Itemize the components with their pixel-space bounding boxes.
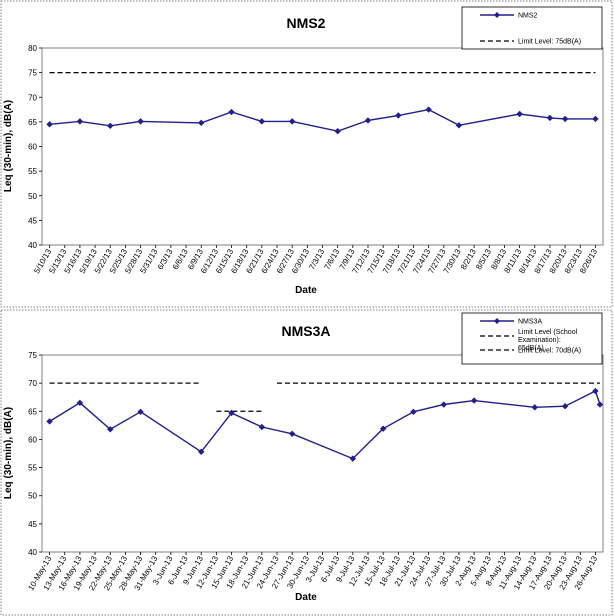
chart1-x-axis-title: Date (295, 285, 317, 296)
chart1-y-tick-label: 70 (28, 93, 37, 102)
chart2-data-point (470, 397, 478, 404)
chart1-data-point (334, 128, 341, 135)
chart2-legend-limit-label: Limit Level (School Examination): 65dB(A) (518, 329, 578, 352)
chart2-x-axis-title: Date (295, 592, 317, 603)
chart2-y-tick-label: 75 (28, 351, 37, 360)
chart1-data-point (228, 108, 235, 116)
chart1-data-point (137, 118, 144, 125)
chart1-y-tick-label: 75 (28, 69, 37, 78)
chart2-data-point (228, 409, 235, 417)
chart2-data-point (379, 425, 387, 432)
chart1-legend-series-label: NMS2 (518, 13, 538, 20)
chart1-data-point (198, 119, 205, 127)
chart2-data-point (198, 448, 205, 456)
chart2-y-axis-title: Leq (30-min), dB(A) (3, 407, 14, 499)
chart1-legend-box (461, 6, 603, 50)
chart2-data-point (561, 403, 569, 410)
chart2-data-point (592, 387, 599, 395)
chart1-legend-limit-label: Limit Level: 75dB(A) (518, 39, 581, 46)
chart1-data-point (258, 118, 266, 125)
chart1-y-tick-label: 40 (28, 241, 37, 250)
chart2-data-point (410, 408, 417, 416)
chart2-data-point (531, 404, 538, 411)
chart2-legend-series-marker (494, 318, 500, 324)
chart1-data-point (364, 117, 372, 124)
chart1-data-point (46, 121, 53, 128)
chart1-legend-series-marker (494, 12, 500, 18)
chart1-y-axis-title: Leq (30-min), dB(A) (3, 100, 14, 192)
chart1-y-tick-label: 45 (28, 216, 37, 225)
chart1-data-point (395, 112, 402, 119)
chart2-data-point (596, 401, 604, 408)
chart2-y-tick-label: 70 (28, 379, 37, 388)
chart2-data-point (288, 430, 296, 437)
chart2-y-tick-label: 60 (28, 435, 37, 444)
chart2-y-tick-label: 40 (28, 548, 37, 557)
chart1-data-point (561, 115, 569, 123)
chart2-legend-limit-label: Limit Level: 70dB(A) (518, 348, 581, 355)
chart2-y-tick-label: 50 (28, 492, 37, 501)
chart2-y-tick-label: 55 (28, 464, 37, 473)
chart1-data-point (107, 122, 114, 130)
chart1-y-tick-label: 50 (28, 192, 37, 201)
chart1-data-point (425, 106, 432, 113)
chart1-data-point (516, 110, 523, 118)
chart1-title: NMS2 (287, 15, 326, 31)
chart2-y-tick-label: 45 (28, 520, 37, 529)
chart2-data-point (258, 423, 266, 431)
chart2-data-point (440, 401, 447, 408)
chart2-data-point (107, 426, 114, 433)
chart1-data-point (288, 118, 296, 125)
chart1-y-tick-label: 80 (28, 44, 37, 53)
chart2-data-point (76, 399, 84, 407)
chart2-data-point (137, 408, 144, 416)
chart2-legend-series-label: NMS3A (518, 319, 542, 326)
chart1-data-point (76, 118, 84, 125)
chart1-data-point (455, 122, 463, 129)
chart1-y-tick-label: 55 (28, 167, 37, 176)
chart1-frame (0, 0, 613, 308)
chart1-y-tick-label: 60 (28, 143, 37, 152)
chart2-data-point (46, 418, 53, 425)
chart1-data-point (546, 114, 554, 122)
chart2-y-tick-label: 65 (28, 407, 37, 416)
chart1-y-tick-label: 65 (28, 118, 37, 127)
chart1-data-point (592, 115, 599, 123)
chart2-data-point (349, 455, 357, 462)
chart2-title: NMS3A (281, 323, 330, 339)
